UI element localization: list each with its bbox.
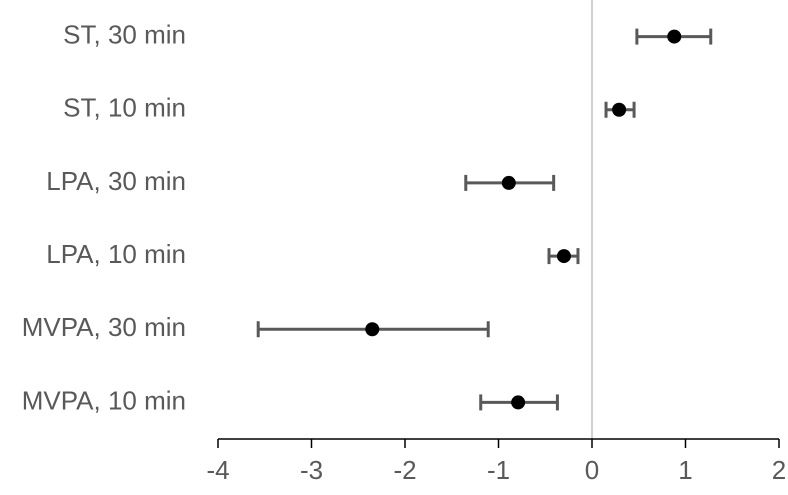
point bbox=[612, 102, 627, 117]
x-tick-label: -3 bbox=[300, 455, 323, 485]
y-tick-label: ST, 30 min bbox=[63, 19, 186, 49]
point bbox=[511, 395, 526, 410]
point bbox=[556, 249, 571, 264]
y-tick-label: ST, 10 min bbox=[63, 93, 186, 123]
point bbox=[667, 29, 682, 44]
x-tick-label: 1 bbox=[678, 455, 692, 485]
y-tick-label: MVPA, 10 min bbox=[22, 385, 186, 415]
y-tick-label: LPA, 30 min bbox=[46, 166, 186, 196]
x-tick-label: -4 bbox=[206, 455, 229, 485]
point bbox=[365, 322, 380, 337]
x-tick-label: 0 bbox=[585, 455, 599, 485]
point bbox=[501, 175, 516, 190]
y-tick-label: MVPA, 30 min bbox=[22, 312, 186, 342]
y-tick-label: LPA, 10 min bbox=[46, 239, 186, 269]
x-tick-label: 2 bbox=[772, 455, 786, 485]
x-tick-label: -1 bbox=[487, 455, 510, 485]
x-tick-label: -2 bbox=[393, 455, 416, 485]
